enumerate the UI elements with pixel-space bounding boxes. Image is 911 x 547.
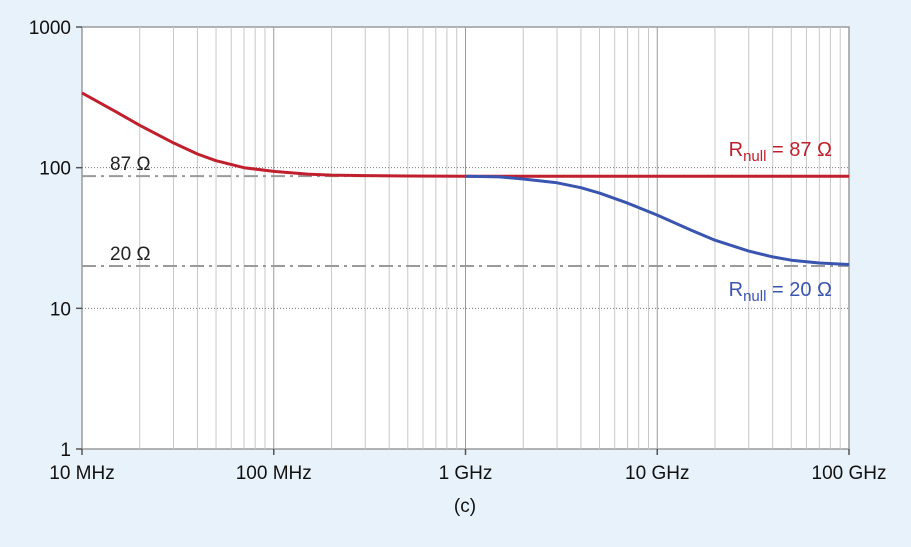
axes: 10 MHz 100 MHz 1 GHz 10 GHz 100 GHz 1 10 100 100… <box>29 18 887 484</box>
series-line <box>465 174 850 266</box>
x-tick-label: 100 GHz <box>812 463 887 484</box>
x-tick-label: 100 MHz <box>236 463 312 484</box>
x-tick-label: 10 MHz <box>49 463 114 484</box>
chart-caption: (c) <box>454 496 476 517</box>
gridlines <box>82 27 849 449</box>
reference-line-label: 20 Ω <box>110 244 151 265</box>
x-tick-label: 1 GHz <box>439 463 493 484</box>
y-tick-label: 10 <box>50 299 71 320</box>
series-label: Rnull = 87 Ω <box>729 139 832 165</box>
y-tick-label: 1 <box>60 440 71 461</box>
series-lines <box>81 91 850 266</box>
series-label: Rnull = 20 Ω <box>729 279 832 305</box>
y-tick-label: 100 <box>39 159 71 180</box>
series-labels: Rnull = 87 Ω Rnull = 20 Ω <box>729 139 832 305</box>
y-tick-label: 1000 <box>29 18 71 39</box>
series-line <box>81 91 849 178</box>
x-tick-label: 10 GHz <box>625 463 689 484</box>
reference-line-label: 87 Ω <box>110 154 151 175</box>
